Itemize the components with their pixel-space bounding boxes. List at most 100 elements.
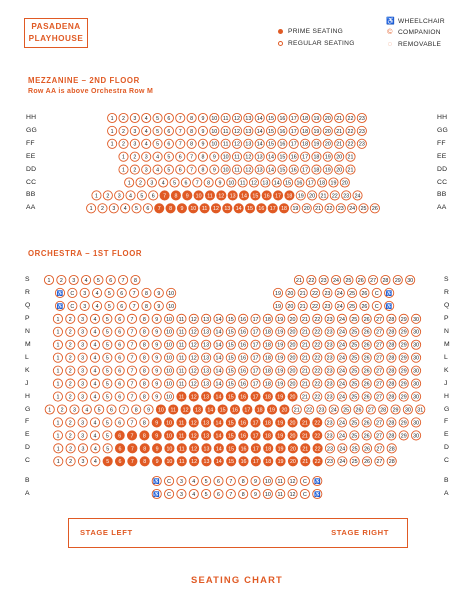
- regular-seat[interactable]: 27: [373, 339, 385, 350]
- regular-seat[interactable]: 7: [126, 326, 138, 337]
- regular-seat[interactable]: 17: [288, 125, 299, 136]
- regular-seat[interactable]: 4: [89, 339, 101, 350]
- regular-seat[interactable]: 7: [186, 164, 197, 175]
- companion-seat[interactable]: C: [299, 475, 310, 487]
- regular-seat[interactable]: 25: [349, 456, 360, 467]
- regular-seat[interactable]: 1: [86, 203, 97, 214]
- regular-seat[interactable]: 11: [220, 138, 231, 149]
- prime-seat[interactable]: 10: [164, 456, 175, 467]
- regular-seat[interactable]: 3: [79, 287, 90, 299]
- regular-seat[interactable]: 9: [197, 125, 208, 136]
- regular-seat[interactable]: 17: [300, 151, 311, 162]
- regular-seat[interactable]: 4: [92, 287, 103, 299]
- regular-seat[interactable]: 22: [324, 203, 335, 214]
- regular-seat[interactable]: 8: [238, 488, 249, 500]
- regular-seat[interactable]: 3: [146, 177, 157, 188]
- prime-seat[interactable]: 11: [176, 430, 187, 441]
- regular-seat[interactable]: 27: [373, 313, 385, 324]
- regular-seat[interactable]: 18: [262, 365, 273, 376]
- prime-seat[interactable]: 10: [164, 417, 175, 428]
- prime-seat[interactable]: 10: [188, 203, 199, 214]
- regular-seat[interactable]: 20: [287, 326, 298, 337]
- prime-seat[interactable]: 20: [287, 430, 298, 441]
- regular-seat[interactable]: 19: [328, 177, 339, 188]
- regular-seat[interactable]: 25: [349, 326, 360, 337]
- regular-seat[interactable]: 2: [65, 313, 76, 324]
- regular-seat[interactable]: 6: [163, 112, 174, 124]
- regular-seat[interactable]: 24: [337, 456, 348, 467]
- regular-seat[interactable]: 18: [317, 177, 328, 188]
- regular-seat[interactable]: 12: [231, 125, 243, 136]
- prime-seat[interactable]: 17: [250, 443, 261, 454]
- regular-seat[interactable]: 7: [129, 287, 140, 299]
- regular-seat[interactable]: 11: [176, 326, 187, 337]
- prime-seat[interactable]: 10: [193, 190, 204, 201]
- regular-seat[interactable]: 22: [312, 326, 323, 337]
- prime-seat[interactable]: 6: [114, 456, 126, 467]
- regular-seat[interactable]: 29: [390, 404, 401, 415]
- regular-seat[interactable]: 1: [107, 112, 118, 124]
- regular-seat[interactable]: 26: [361, 443, 373, 454]
- regular-seat[interactable]: 3: [129, 138, 140, 149]
- regular-seat[interactable]: 11: [220, 125, 231, 136]
- regular-seat[interactable]: 13: [254, 164, 265, 175]
- prime-seat[interactable]: 15: [225, 430, 236, 441]
- prime-seat[interactable]: 14: [205, 404, 216, 415]
- regular-seat[interactable]: 4: [81, 274, 92, 286]
- regular-seat[interactable]: 28: [386, 391, 397, 402]
- prime-seat[interactable]: 13: [201, 391, 212, 402]
- regular-seat[interactable]: 6: [106, 404, 117, 415]
- regular-seat[interactable]: 2: [135, 177, 146, 188]
- regular-seat[interactable]: 21: [299, 339, 310, 350]
- regular-seat[interactable]: 23: [324, 365, 335, 376]
- regular-seat[interactable]: 19: [290, 203, 301, 214]
- prime-seat[interactable]: 11: [168, 404, 179, 415]
- regular-seat[interactable]: 2: [65, 352, 76, 363]
- regular-seat[interactable]: 27: [368, 274, 379, 286]
- regular-seat[interactable]: 24: [347, 203, 358, 214]
- regular-seat[interactable]: 16: [277, 125, 288, 136]
- prime-seat[interactable]: 21: [300, 443, 311, 454]
- regular-seat[interactable]: 11: [176, 365, 187, 376]
- prime-seat[interactable]: 9: [176, 203, 187, 214]
- wheelchair-seat[interactable]: ♿: [151, 488, 162, 500]
- regular-seat[interactable]: 8: [139, 417, 150, 428]
- regular-seat[interactable]: 1: [52, 326, 63, 337]
- regular-seat[interactable]: 21: [299, 313, 310, 324]
- regular-seat[interactable]: 9: [250, 488, 261, 500]
- regular-seat[interactable]: 10: [262, 488, 273, 500]
- prime-seat[interactable]: 12: [180, 404, 191, 415]
- regular-seat[interactable]: 1: [53, 443, 64, 454]
- regular-seat[interactable]: 23: [316, 404, 327, 415]
- regular-seat[interactable]: 16: [238, 326, 249, 337]
- prime-seat[interactable]: 9: [182, 190, 193, 201]
- regular-seat[interactable]: 30: [411, 430, 422, 441]
- regular-seat[interactable]: 30: [411, 365, 422, 376]
- prime-seat[interactable]: 11: [199, 203, 210, 214]
- regular-seat[interactable]: 20: [301, 203, 312, 214]
- prime-seat[interactable]: 17: [273, 190, 284, 201]
- regular-seat[interactable]: 30: [411, 391, 422, 402]
- regular-seat[interactable]: 7: [126, 378, 138, 389]
- regular-seat[interactable]: 25: [343, 274, 354, 286]
- regular-seat[interactable]: 5: [102, 352, 113, 363]
- regular-seat[interactable]: 22: [312, 365, 323, 376]
- regular-seat[interactable]: 7: [129, 300, 140, 311]
- regular-seat[interactable]: 8: [139, 391, 150, 402]
- regular-seat[interactable]: 1: [52, 313, 63, 324]
- regular-seat[interactable]: 8: [139, 339, 150, 350]
- regular-seat[interactable]: 19: [275, 365, 286, 376]
- regular-seat[interactable]: 28: [380, 274, 391, 286]
- regular-seat[interactable]: 18: [262, 313, 273, 324]
- regular-seat[interactable]: 6: [114, 378, 125, 389]
- regular-seat[interactable]: 4: [152, 151, 163, 162]
- regular-seat[interactable]: 27: [373, 417, 385, 428]
- regular-seat[interactable]: 10: [164, 339, 175, 350]
- prime-seat[interactable]: 10: [164, 443, 175, 454]
- regular-seat[interactable]: 24: [336, 391, 348, 402]
- prime-seat[interactable]: 8: [139, 430, 150, 441]
- prime-seat[interactable]: 20: [279, 404, 290, 415]
- regular-seat[interactable]: 13: [201, 339, 212, 350]
- regular-seat[interactable]: 4: [89, 352, 101, 363]
- wheelchair-seat[interactable]: ♿: [54, 287, 66, 299]
